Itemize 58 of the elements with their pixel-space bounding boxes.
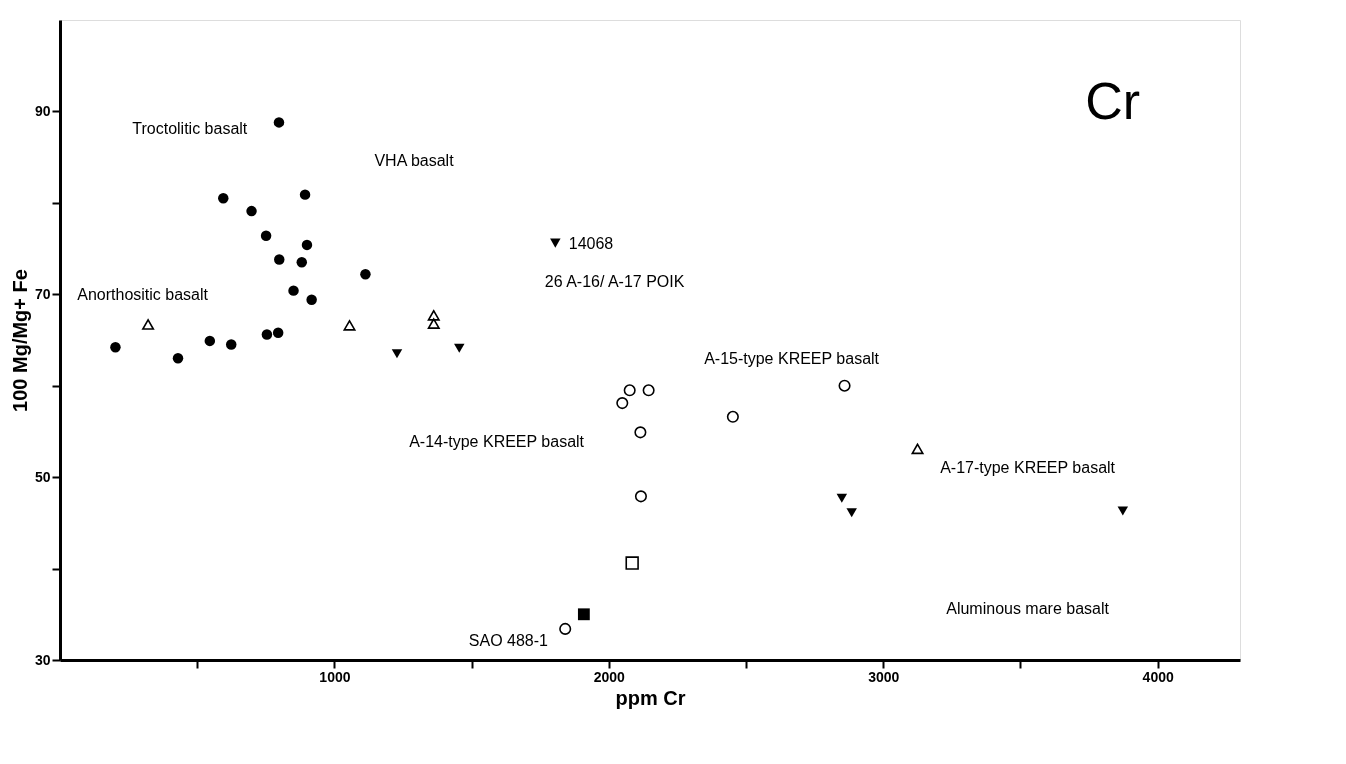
point <box>274 254 285 265</box>
annotation: Troctolitic basalt <box>132 119 248 137</box>
point <box>299 189 311 200</box>
point <box>726 410 739 423</box>
annotation: SAO 488-1 <box>468 631 549 649</box>
point <box>616 397 629 410</box>
point <box>391 349 403 359</box>
annotation: 14068 <box>568 235 614 252</box>
point <box>306 294 317 306</box>
point <box>427 318 440 329</box>
point <box>218 193 229 204</box>
x-axis-title: ppm Cr <box>615 686 686 709</box>
point <box>577 608 590 621</box>
point <box>225 339 237 350</box>
point <box>110 342 121 353</box>
annotation: VHA basalt <box>374 151 455 169</box>
annotation: A-15-type KREEP basalt <box>704 350 880 368</box>
point <box>836 493 848 503</box>
x-tick-label: 2000 <box>593 668 626 685</box>
point <box>301 239 313 251</box>
point <box>261 329 273 340</box>
point <box>296 257 308 268</box>
point <box>838 379 851 392</box>
annotation: Anorthositic basalt <box>77 286 209 304</box>
point <box>1117 506 1129 516</box>
x-tick-label: 1000 <box>319 668 351 685</box>
point <box>260 230 272 242</box>
point <box>846 508 857 518</box>
point <box>142 319 155 330</box>
point <box>559 622 572 635</box>
point <box>454 343 465 353</box>
point <box>634 490 647 503</box>
point <box>172 353 184 364</box>
point <box>427 309 440 321</box>
point <box>642 384 655 397</box>
y-tick-label: 30 <box>34 651 51 668</box>
point <box>204 335 216 347</box>
x-tick-label: 3000 <box>868 668 900 685</box>
point <box>911 443 924 455</box>
point <box>634 426 647 439</box>
point <box>343 320 356 331</box>
point <box>272 327 284 338</box>
y-tick-label: 90 <box>34 102 51 119</box>
annotation: A-14-type KREEP basalt <box>409 433 585 451</box>
point <box>288 285 299 296</box>
point <box>360 268 371 280</box>
point <box>625 556 639 570</box>
annotation: 26 A-16/ A-17 POIK <box>544 273 685 291</box>
annotation: Aluminous mare basalt <box>946 599 1110 617</box>
annotation: A-17-type KREEP basalt <box>940 459 1116 476</box>
point <box>246 205 257 217</box>
x-tick-label: 4000 <box>1142 668 1174 685</box>
y-axis-title: 100 Mg/Mg+ Fe <box>8 269 31 412</box>
y-tick-label: 70 <box>34 285 51 302</box>
point <box>623 384 636 397</box>
point <box>273 117 285 128</box>
y-tick-label: 50 <box>34 468 51 485</box>
text: Cr <box>1085 72 1140 130</box>
